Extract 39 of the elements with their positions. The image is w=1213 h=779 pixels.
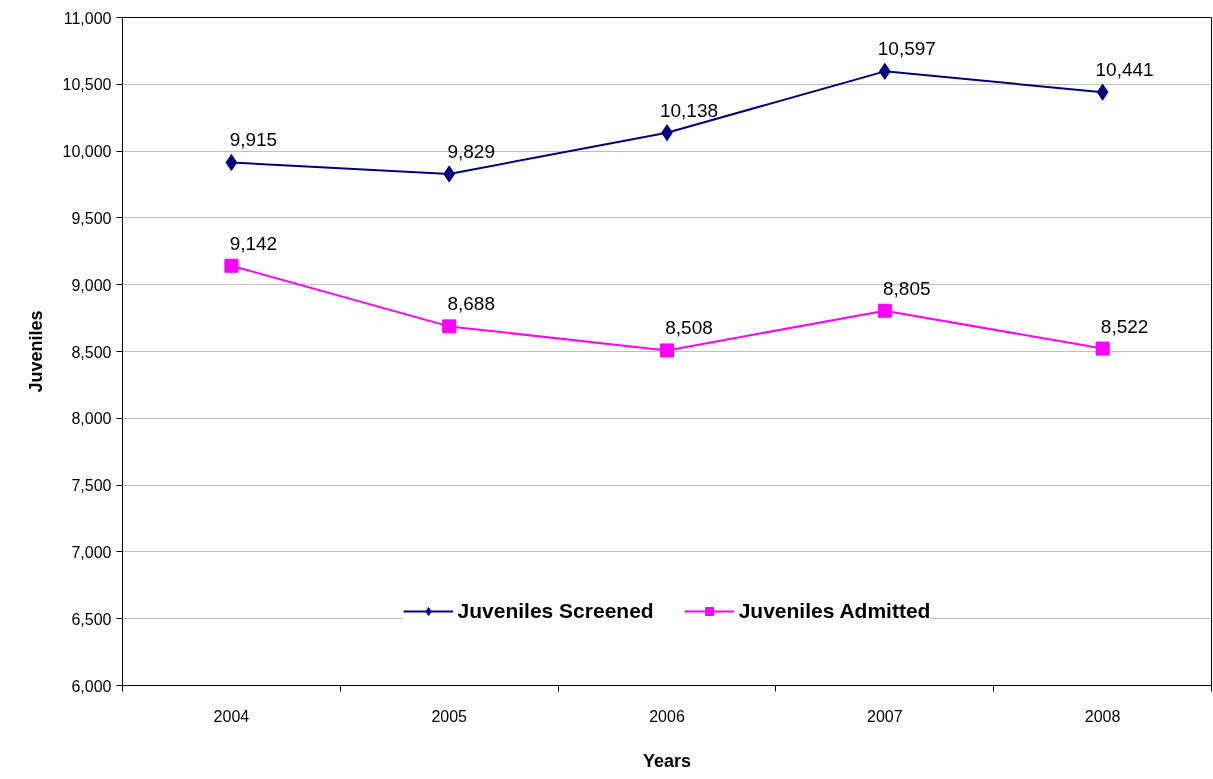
data-label: 9,142 — [229, 232, 278, 254]
point — [1096, 83, 1109, 101]
x-tick-label: 2005 — [431, 707, 468, 725]
data-label: 10,138 — [659, 99, 719, 121]
y-tick-label: 8,500 — [71, 343, 112, 361]
y-tick-label: 7,000 — [71, 543, 112, 561]
y-tick-label: 8,000 — [71, 410, 112, 428]
y-tick-label: 9,500 — [71, 209, 112, 227]
point — [442, 319, 457, 334]
y-tick-label: 10,500 — [62, 76, 112, 94]
point — [224, 258, 239, 273]
point — [443, 165, 456, 183]
y-tick-label: 10,000 — [62, 143, 112, 161]
legend-label: Juveniles Screened — [457, 599, 654, 623]
y-tick-label: 6,500 — [71, 610, 112, 628]
data-label: 10,597 — [877, 38, 936, 60]
point — [877, 303, 892, 318]
x-axis-title: Years — [642, 750, 692, 771]
point — [660, 343, 674, 358]
data-label: 8,522 — [1100, 315, 1149, 337]
y-tick-label: 6,000 — [71, 677, 112, 695]
y-tick-label: 7,500 — [71, 477, 112, 495]
data-label: 10,441 — [1095, 59, 1154, 81]
data-label: 8,805 — [883, 277, 931, 299]
data-label: 8,688 — [447, 293, 495, 315]
point — [878, 62, 891, 80]
legend-label: Juveniles Admitted — [738, 599, 931, 623]
point — [225, 153, 238, 171]
data-label: 8,508 — [665, 317, 713, 339]
y-tick-label: 9,000 — [71, 276, 112, 294]
y-axis-title: Juveniles — [25, 310, 46, 393]
point — [1095, 341, 1110, 356]
x-tick-label: 2007 — [867, 707, 903, 725]
data-label: 9,829 — [447, 140, 495, 162]
data-label: 9,915 — [229, 129, 278, 151]
x-tick-label: 2004 — [213, 707, 250, 725]
x-tick-label: 2008 — [1084, 707, 1121, 725]
y-tick-label: 11,000 — [63, 9, 112, 27]
x-tick-label: 2006 — [649, 707, 685, 725]
